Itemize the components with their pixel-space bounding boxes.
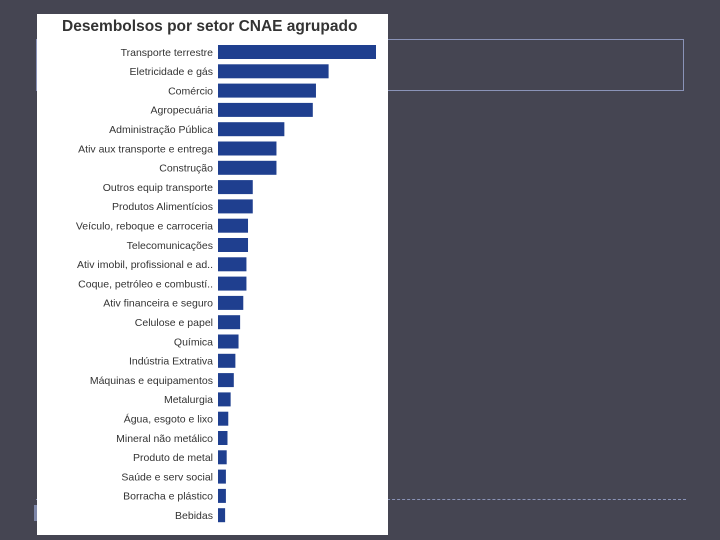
category-label: Produto de metal [133, 452, 213, 464]
chart-panel: Desembolsos por setor CNAE agrupado Tran… [37, 14, 388, 535]
category-label: Ativ financeira e seguro [103, 298, 213, 310]
bar[interactable] [218, 488, 226, 503]
category-label: Administração Pública [109, 124, 213, 136]
bar[interactable] [218, 315, 241, 330]
bar[interactable] [218, 276, 247, 291]
bar[interactable] [218, 64, 329, 79]
category-label: Produtos Alimentícios [112, 201, 213, 213]
category-label: Outros equip transporte [103, 182, 213, 194]
category-label: Construção [159, 163, 213, 175]
bar[interactable] [218, 373, 234, 388]
category-label: Telecomunicações [127, 240, 213, 252]
bar[interactable] [218, 218, 249, 233]
bar[interactable] [218, 83, 316, 98]
category-label: Celulose e papel [135, 317, 213, 329]
category-label: Bebidas [175, 510, 213, 522]
bar[interactable] [218, 450, 227, 465]
category-label: Química [174, 336, 213, 348]
bar[interactable] [218, 508, 226, 523]
category-label: Água, esgoto e lixo [124, 413, 213, 426]
category-label: Metalurgia [164, 394, 213, 406]
bar[interactable] [218, 102, 313, 117]
bar[interactable] [218, 141, 277, 156]
category-label: Transporte terrestre [121, 47, 214, 59]
category-label: Veículo, reboque e carroceria [76, 221, 213, 233]
category-label: Agropecuária [151, 105, 214, 117]
chart-title: Desembolsos por setor CNAE agrupado [62, 18, 358, 35]
bar[interactable] [218, 122, 285, 137]
category-label: Saúde e serv social [121, 471, 213, 483]
bar[interactable] [218, 160, 277, 175]
bar[interactable] [218, 295, 244, 310]
category-label: Ativ aux transporte e entrega [78, 143, 213, 155]
category-label: Comércio [168, 85, 213, 97]
category-label: Borracha e plástico [123, 491, 213, 503]
bar[interactable] [218, 199, 253, 214]
bar[interactable] [218, 431, 228, 445]
category-label: Ativ imobil, profissional e ad.. [77, 259, 213, 271]
bar[interactable] [218, 392, 231, 407]
category-label: Indústria Extrativa [129, 356, 213, 368]
category-label: Mineral não metálico [116, 433, 213, 445]
category-label: Coque, petróleo e combustí.. [78, 278, 213, 290]
bar[interactable] [218, 469, 226, 484]
bar[interactable] [218, 45, 376, 59]
bar[interactable] [218, 238, 249, 252]
category-label: Eletricidade e gás [130, 66, 213, 78]
bar[interactable] [218, 353, 236, 368]
bar[interactable] [218, 411, 229, 426]
bar[interactable] [218, 180, 253, 195]
category-label: Máquinas e equipamentos [90, 375, 213, 387]
bar[interactable] [218, 257, 247, 272]
bar-chart: Transporte terrestre Eletricidade e gás Co… [76, 45, 376, 523]
bar[interactable] [218, 334, 239, 349]
